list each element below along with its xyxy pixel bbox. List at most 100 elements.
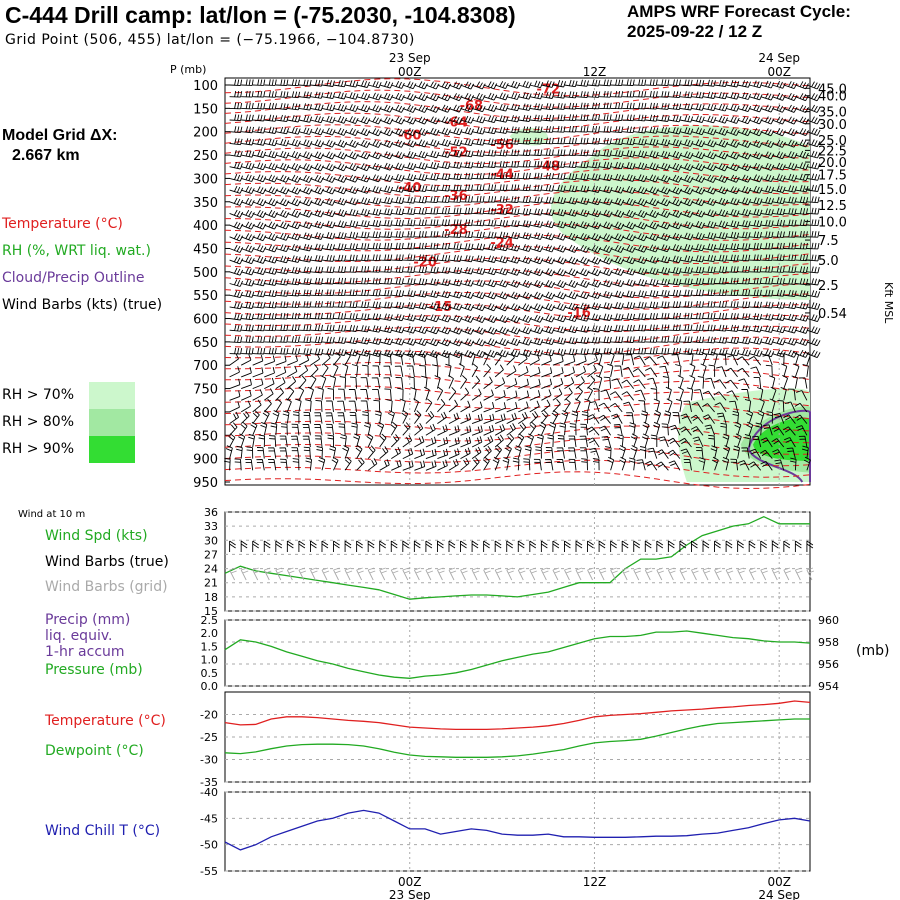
wind-barb [258, 434, 266, 448]
wind-barb [564, 268, 579, 277]
wind-barb [252, 290, 266, 298]
wind-barb [650, 388, 658, 401]
wind-barb [229, 301, 243, 310]
wind-barb [667, 437, 681, 448]
wind-barb [316, 446, 323, 459]
wind-barb [668, 312, 681, 320]
wind-barb [529, 91, 544, 100]
wind-barb [679, 209, 694, 218]
time-date-bottom-0: 23 Sep [389, 888, 431, 900]
wind-barb [472, 184, 485, 191]
wind-barb [769, 375, 776, 389]
wind-barb [610, 102, 624, 110]
rh90-lower [753, 417, 810, 461]
wind-barb [656, 198, 671, 207]
wind-barb [656, 114, 670, 122]
wind-barb [241, 347, 254, 355]
wind-barb [714, 243, 728, 251]
wind-barb [702, 324, 716, 332]
wind-barb [633, 138, 647, 146]
wind-barb [802, 363, 809, 377]
wind-barb [460, 400, 471, 413]
wind-panel-ytick-27: 27 [204, 548, 218, 561]
wind-barb [506, 378, 518, 390]
wind-barb [587, 125, 601, 133]
wind-barb [702, 348, 716, 356]
pressure-tick-100: 100 [193, 79, 218, 94]
wind-barb [599, 79, 612, 87]
wind-barb [471, 401, 483, 413]
wind-barb [287, 174, 301, 183]
wind-barb-true [540, 540, 548, 552]
wind-barb [472, 207, 485, 215]
wind-barb [552, 291, 567, 300]
wind-barb [638, 400, 646, 412]
wind-barb [298, 386, 305, 401]
wind-barb [529, 390, 541, 401]
wind-barb [737, 163, 752, 172]
wind-barb [483, 243, 497, 251]
wind-barb [448, 184, 462, 192]
wind-barb [495, 303, 509, 312]
wind-barb [552, 367, 564, 378]
temperature-label-11: -28 [444, 223, 468, 238]
wind-barb [668, 198, 682, 207]
wind-barb [391, 277, 404, 285]
wind-barb [437, 266, 451, 274]
wind-barb [587, 414, 600, 424]
wind-barb [321, 79, 335, 87]
wind-barb [622, 336, 635, 343]
wind-barb [666, 398, 673, 413]
wind-barb [691, 348, 705, 356]
wind-barb [645, 126, 659, 134]
wind-barb [506, 390, 518, 401]
wind-barb-grid [725, 567, 734, 581]
wind-barb [229, 378, 241, 390]
wind-barb [287, 289, 301, 297]
wind-barb [327, 434, 334, 447]
wind-barb [737, 139, 752, 148]
wind-barb [391, 266, 404, 273]
wind-barb [575, 114, 589, 121]
wind-barb-true [598, 540, 606, 552]
wind-barb [264, 232, 278, 242]
wind-barb [732, 410, 740, 424]
wind-barb [605, 446, 612, 459]
wind-barb [229, 138, 243, 146]
wind-barb [333, 115, 348, 124]
wind-barb-true [367, 540, 375, 552]
wind-barb [252, 233, 267, 242]
wind-barb [759, 449, 773, 459]
time-hour-bottom-1: 12Z [583, 875, 607, 889]
wind-barb [645, 102, 658, 110]
wind-barb [806, 219, 820, 227]
wind-barb [275, 91, 289, 98]
wind-barb [726, 231, 740, 239]
wind-barb [552, 337, 567, 345]
wind-barb [356, 301, 370, 309]
wind-barb [645, 138, 659, 146]
wind-barb [506, 219, 520, 228]
wind-barb [356, 242, 370, 250]
wind-barb [414, 104, 428, 113]
wind-barb [229, 366, 240, 378]
wind-barb [437, 116, 451, 125]
wind-barb [298, 277, 312, 285]
wind-barb [483, 231, 497, 239]
legend-barbs-grid: Wind Barbs (grid) [45, 579, 168, 595]
wind-barb-grid [483, 567, 491, 581]
wind-barb [691, 266, 705, 274]
wind-barb [364, 422, 371, 436]
wind-barb [564, 149, 578, 157]
wind-barb [252, 90, 266, 98]
wind-barb [337, 400, 346, 412]
wind-barb [575, 336, 590, 344]
wind-barb [726, 254, 739, 262]
wind-barb [783, 231, 797, 238]
wind-barb [795, 184, 809, 193]
temperature-contour-line [225, 369, 811, 388]
wind-barb [246, 446, 254, 459]
wind-barb [252, 389, 263, 401]
temperature-contour-line [224, 391, 811, 410]
wind-barb-true [506, 540, 513, 552]
